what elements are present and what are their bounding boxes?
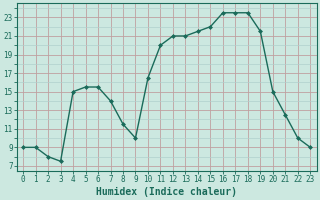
X-axis label: Humidex (Indice chaleur): Humidex (Indice chaleur) (96, 186, 237, 197)
